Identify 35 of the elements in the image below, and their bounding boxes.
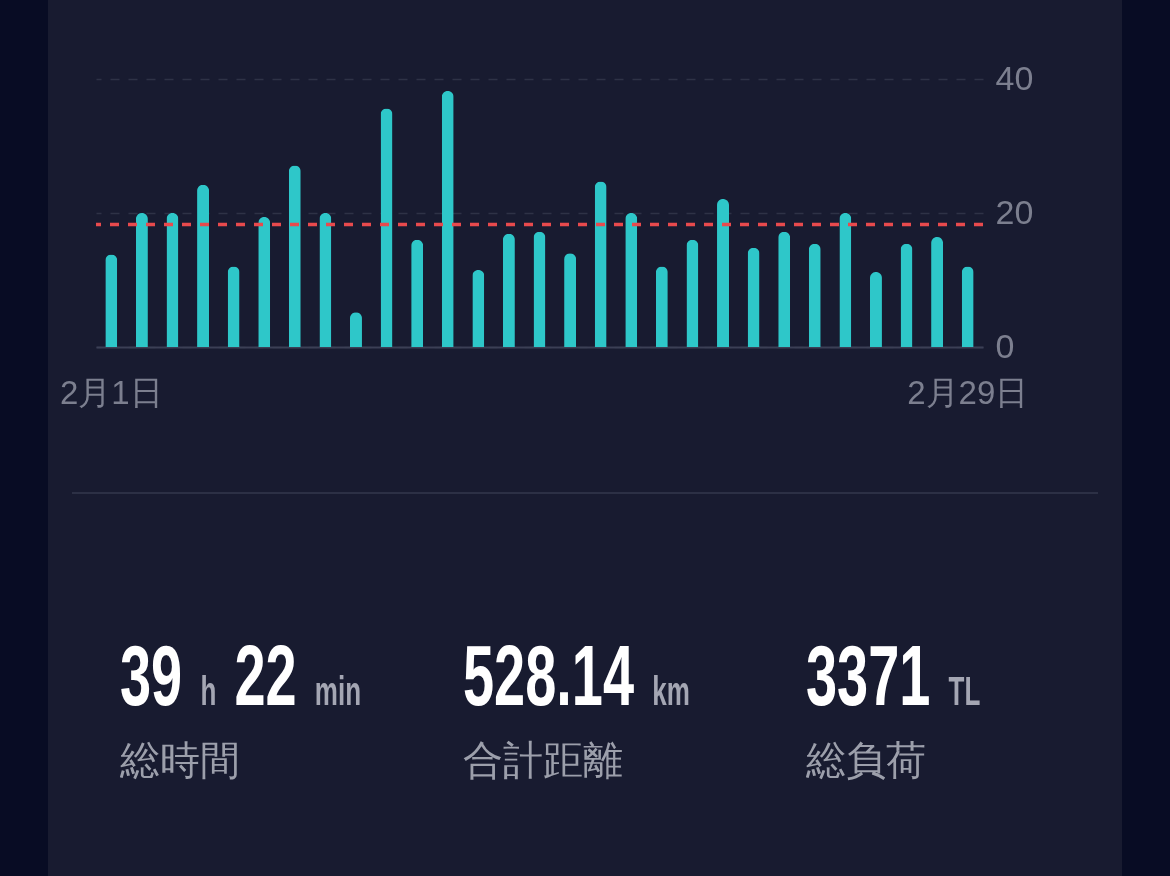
bar xyxy=(564,253,577,347)
y-tick-label: 40 xyxy=(995,58,1034,97)
bar xyxy=(472,269,485,347)
bar xyxy=(778,231,791,347)
text: 総時間 xyxy=(120,737,240,783)
bar xyxy=(258,217,271,347)
bar xyxy=(961,266,974,347)
text: 39 h 22 min xyxy=(120,627,362,723)
bar xyxy=(533,231,546,347)
bar xyxy=(441,91,454,347)
y-tick-label: 0 xyxy=(995,326,1015,365)
bar xyxy=(931,237,944,347)
text: 総負荷 xyxy=(806,737,926,783)
bar xyxy=(288,165,301,347)
bar xyxy=(502,233,515,347)
text: 3371 TL xyxy=(806,627,981,723)
bar xyxy=(900,243,913,347)
bar xyxy=(380,108,393,347)
bar xyxy=(411,239,424,347)
text: 528.14 km xyxy=(463,627,690,723)
bar xyxy=(625,213,638,347)
bar xyxy=(135,213,148,347)
bar xyxy=(655,266,668,347)
bar xyxy=(747,247,760,347)
bar xyxy=(319,213,332,347)
bar xyxy=(105,254,118,347)
bar xyxy=(686,239,699,347)
x-tick-label: 2月1日 xyxy=(59,373,163,411)
bar xyxy=(227,266,240,347)
text: 合計距離 xyxy=(463,737,623,783)
bar xyxy=(166,213,179,347)
bar xyxy=(808,243,821,347)
bar xyxy=(839,213,852,347)
y-tick-label: 20 xyxy=(995,192,1034,231)
x-tick-label: 2月29日 xyxy=(907,373,1029,411)
